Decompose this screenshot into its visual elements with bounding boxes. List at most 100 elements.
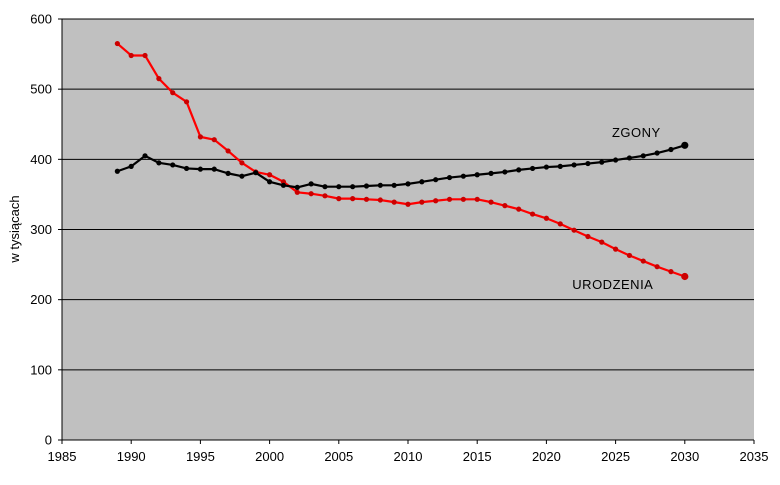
point-urodzenia-2003 [308,191,314,197]
point-urodzenia-2010 [405,201,411,207]
point-zgony-2018 [516,167,522,173]
point-urodzenia-2007 [363,196,370,202]
point-zgony-2015 [474,172,480,178]
point-zgony-1997 [225,170,231,176]
point-urodzenia-2017 [502,203,508,209]
point-zgony-2019 [529,165,536,172]
annotation-urodzenia: URODZENIA [572,277,653,292]
point-zgony-2007 [363,183,370,189]
point-urodzenia-2016 [488,199,494,205]
point-urodzenia-2023 [585,233,591,240]
y-tick-label-100: 100 [30,362,52,377]
x-tick-label-1990: 1990 [117,449,146,464]
point-zgony-2020 [543,164,550,170]
point-zgony-2026 [626,155,633,161]
x-tick-label-2005: 2005 [324,449,353,464]
point-zgony-2011 [419,179,425,185]
point-urodzenia-1994 [183,99,190,105]
point-urodzenia-2000 [267,172,273,178]
point-zgony-1995 [197,166,203,172]
point-urodzenia-1991 [142,52,148,59]
point-zgony-1992 [156,160,162,166]
y-axis-title: w tysiącach [7,195,22,263]
point-zgony-2000 [267,179,273,185]
point-urodzenia-2026 [626,252,633,259]
point-urodzenia-2018 [516,206,522,212]
point-zgony-2013 [446,174,453,181]
point-urodzenia-2008 [377,197,383,203]
y-tick-label-300: 300 [30,222,52,237]
point-urodzenia-2014 [460,196,466,202]
point-zgony-2003 [308,181,314,187]
point-zgony-2022 [571,162,577,168]
x-tick-label-2010: 2010 [394,449,423,464]
point-zgony-2001 [280,182,287,188]
point-zgony-2021 [557,163,563,169]
point-urodzenia-2030 [681,272,689,281]
point-zgony-1999 [253,170,259,176]
point-zgony-1990 [128,163,134,169]
series-annotations: ZGONY URODZENIA [572,125,660,292]
point-urodzenia-1992 [156,76,162,82]
point-urodzenia-2019 [529,211,536,217]
annotation-zgony: ZGONY [612,125,661,140]
point-urodzenia-2011 [419,199,425,205]
point-zgony-2006 [350,184,356,190]
point-zgony-2008 [377,182,383,188]
x-tick-label-2020: 2020 [532,449,561,464]
point-zgony-2029 [668,146,674,153]
point-urodzenia-1995 [197,134,203,140]
point-zgony-1996 [211,166,217,172]
point-urodzenia-2021 [557,221,563,227]
point-urodzenia-1990 [128,52,134,59]
point-urodzenia-2002 [294,189,300,195]
point-urodzenia-2022 [571,227,577,233]
series-lines [114,40,689,281]
point-urodzenia-2020 [543,215,550,221]
x-tick-label-2000: 2000 [255,449,284,464]
point-urodzenia-1997 [225,148,231,154]
y-tick-label-500: 500 [30,82,52,97]
point-zgony-1998 [239,173,245,179]
point-zgony-2017 [502,169,508,175]
point-urodzenia-1993 [170,90,176,96]
point-zgony-2027 [640,153,646,159]
x-tick-label-1985: 1985 [48,449,77,464]
y-tick-label-600: 600 [30,12,52,27]
point-zgony-2025 [613,157,619,163]
point-zgony-2014 [460,173,466,179]
x-tick-label-1995: 1995 [186,449,215,464]
point-zgony-1989 [114,168,120,174]
point-zgony-2012 [433,177,439,183]
tick-labels: 0 100 200 300 400 500 600 1985 1990 1995 2000 2005 2… [30,12,768,465]
point-zgony-2005 [336,184,342,190]
y-tick-label-0: 0 [45,433,52,448]
axes [58,18,755,444]
point-urodzenia-2025 [613,246,619,252]
point-urodzenia-2028 [654,264,660,270]
point-zgony-1991 [142,153,148,159]
point-urodzenia-2029 [668,269,674,275]
point-urodzenia-2027 [640,258,646,264]
x-tick-label-2015: 2015 [463,449,492,464]
point-urodzenia-2012 [433,198,439,204]
point-zgony-1994 [183,165,190,172]
point-zgony-2016 [488,170,494,176]
point-urodzenia-2015 [474,196,480,202]
point-zgony-2023 [585,160,591,167]
x-tick-label-2035: 2035 [740,449,769,464]
x-tick-label-2030: 2030 [670,449,699,464]
point-zgony-2004 [322,184,328,190]
y-tick-label-400: 400 [30,152,52,167]
point-urodzenia-2024 [599,239,605,245]
point-zgony-2009 [391,182,397,188]
point-zgony-2028 [654,150,660,156]
point-zgony-2030 [681,141,689,149]
point-urodzenia-1998 [239,160,245,166]
point-zgony-2002 [294,184,300,190]
point-urodzenia-2013 [446,196,453,202]
gridlines [62,18,754,371]
point-urodzenia-1989 [114,40,120,47]
point-urodzenia-2004 [322,193,328,199]
